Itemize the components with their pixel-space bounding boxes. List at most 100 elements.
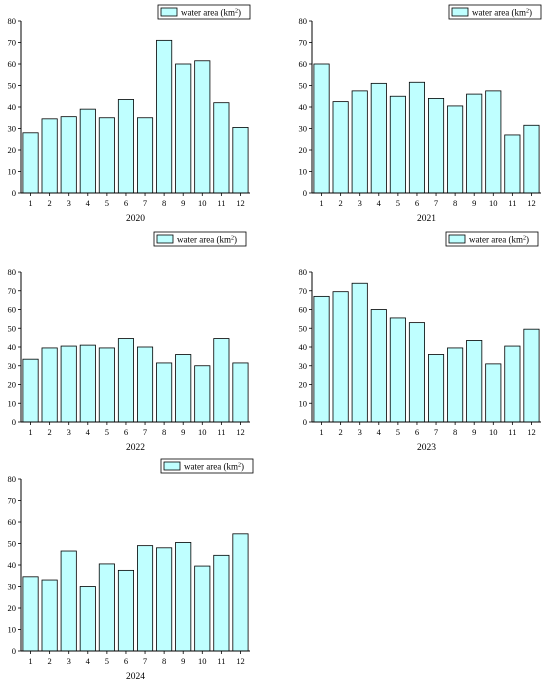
bar-2021-1 <box>313 63 330 194</box>
x-tick-label: 4 <box>377 198 382 208</box>
y-tick-label: 0 <box>12 188 16 198</box>
y-tick-label: 50 <box>299 323 308 333</box>
bar-2021-3 <box>351 90 368 194</box>
x-tick-label: 12 <box>236 427 245 437</box>
x-tick-label: 9 <box>181 427 185 437</box>
bar-2022-10 <box>194 365 211 423</box>
bar-2024-3 <box>60 550 77 652</box>
legend-swatch <box>163 461 181 471</box>
y-tick-label: 0 <box>303 188 307 198</box>
legend-label: water area (km2) <box>181 8 241 18</box>
y-tick-label: 80 <box>8 16 17 26</box>
x-tick-label: 1 <box>28 198 32 208</box>
legend-box <box>153 231 247 247</box>
bar-2020-4 <box>79 108 96 194</box>
y-tick-label: 10 <box>299 167 308 177</box>
y-tick-label: 70 <box>8 38 17 48</box>
bar-2020-5 <box>98 117 115 194</box>
legend-box <box>160 458 254 474</box>
x-tick-label: 4 <box>86 198 91 208</box>
x-tick-label: 2 <box>339 427 343 437</box>
legend-swatch <box>451 7 469 17</box>
x-tick-label: 8 <box>162 427 166 437</box>
y-tick-label: 70 <box>8 496 17 506</box>
bar-2023-4 <box>370 309 387 423</box>
x-tick-label: 10 <box>489 427 498 437</box>
legend-swatch <box>156 234 174 244</box>
x-tick-label: 9 <box>181 656 185 666</box>
bar-2021-9 <box>466 93 483 194</box>
bar-2021-12 <box>523 124 540 194</box>
y-tick-label: 10 <box>8 625 17 635</box>
x-tick-label: 5 <box>105 427 109 437</box>
x-tick-label: 11 <box>508 427 516 437</box>
legend-box <box>448 4 542 20</box>
y-tick-label: 70 <box>8 286 17 296</box>
x-tick-label: 12 <box>236 198 245 208</box>
y-tick-label: 80 <box>8 267 17 277</box>
bar-2023-5 <box>389 317 406 423</box>
bar-2022-12 <box>232 362 249 423</box>
legend: water area (km2) <box>445 231 539 247</box>
bar-2020-9 <box>175 63 192 194</box>
x-tick-label: 6 <box>124 656 128 666</box>
x-tick-label: 3 <box>67 427 71 437</box>
bar-2023-6 <box>408 322 425 423</box>
legend-label: water area (km2) <box>472 8 532 18</box>
x-tick-label: 3 <box>358 427 362 437</box>
bar-2024-11 <box>213 554 230 652</box>
bar-2023-7 <box>428 354 445 423</box>
y-tick-label: 40 <box>8 342 17 352</box>
x-tick-label: 6 <box>124 198 128 208</box>
x-tick-label: 9 <box>181 198 185 208</box>
y-tick-label: 50 <box>8 539 17 549</box>
x-tick-label: 8 <box>162 656 166 666</box>
y-tick-label: 0 <box>12 417 16 427</box>
x-tick-label: 11 <box>217 427 225 437</box>
y-tick-label: 60 <box>8 59 17 69</box>
y-tick-label: 50 <box>299 81 308 91</box>
y-tick-label: 30 <box>299 124 308 134</box>
x-tick-label: 10 <box>198 427 207 437</box>
x-tick-label: 12 <box>527 198 536 208</box>
x-tick-label: 6 <box>124 427 128 437</box>
y-tick-label: 50 <box>8 323 17 333</box>
bar-2024-4 <box>79 586 96 652</box>
bar-2022-4 <box>79 344 96 423</box>
x-tick-label: 3 <box>67 198 71 208</box>
legend: water area (km2) <box>153 231 247 247</box>
bar-2022-1 <box>22 358 39 423</box>
x-tick-label: 3 <box>358 198 362 208</box>
bar-2022-3 <box>60 345 77 423</box>
x-tick-label: 10 <box>198 656 207 666</box>
y-tick-label: 10 <box>8 398 17 408</box>
bar-2023-8 <box>447 347 464 423</box>
y-tick-label: 60 <box>8 305 17 315</box>
bar-2024-5 <box>98 563 115 652</box>
legend: water area (km2) <box>157 4 251 20</box>
bar-2024-10 <box>194 565 211 652</box>
y-tick-label: 30 <box>8 124 17 134</box>
y-tick-label: 20 <box>8 380 17 390</box>
x-tick-label: 5 <box>105 656 109 666</box>
x-tick-label: 5 <box>396 427 400 437</box>
bar-2024-8 <box>156 547 173 652</box>
y-tick-label: 40 <box>8 102 17 112</box>
x-tick-label: 11 <box>508 198 516 208</box>
bar-2023-9 <box>466 340 483 423</box>
legend-box <box>445 231 539 247</box>
x-tick-label: 4 <box>86 427 91 437</box>
y-tick-label: 30 <box>8 361 17 371</box>
x-tick-label: 6 <box>415 427 419 437</box>
bar-2020-10 <box>194 60 211 194</box>
x-tick-label: 9 <box>472 198 476 208</box>
bar-2020-8 <box>156 39 173 194</box>
x-tick-label: 1 <box>319 198 323 208</box>
bar-2020-2 <box>41 118 58 194</box>
bar-2022-11 <box>213 338 230 423</box>
bar-2024-12 <box>232 533 249 652</box>
y-tick-label: 0 <box>303 417 307 427</box>
bar-2023-1 <box>313 295 330 423</box>
